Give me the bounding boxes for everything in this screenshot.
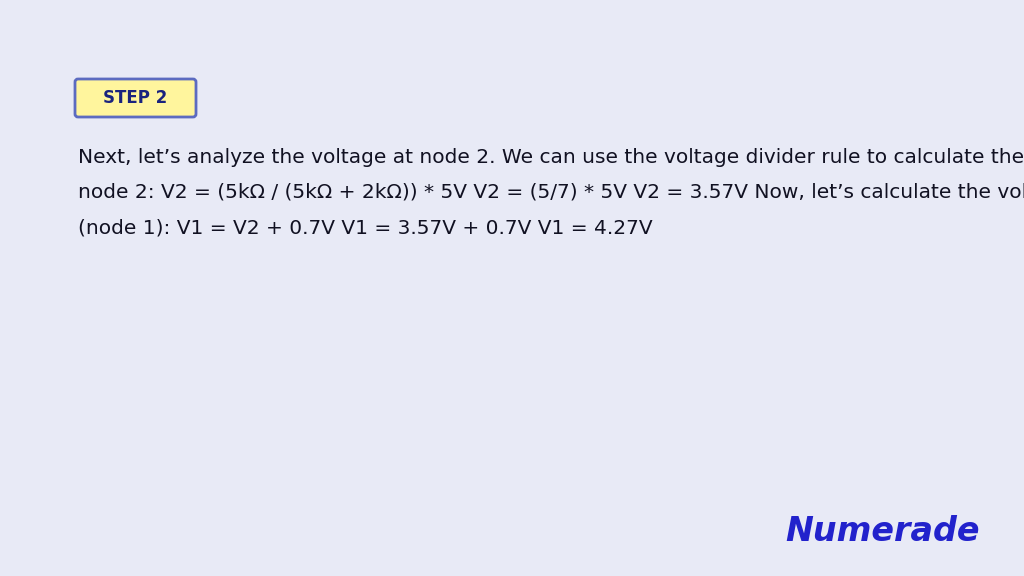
Text: Numerade: Numerade <box>785 515 980 548</box>
FancyBboxPatch shape <box>75 79 196 117</box>
Text: STEP 2: STEP 2 <box>103 89 168 107</box>
Text: (node 1): V1 = V2 + 0.7V V1 = 3.57V + 0.7V V1 = 4.27V: (node 1): V1 = V2 + 0.7V V1 = 3.57V + 0.… <box>78 218 652 237</box>
Text: Next, let’s analyze the voltage at node 2. We can use the voltage divider rule t: Next, let’s analyze the voltage at node … <box>78 148 1024 167</box>
Text: node 2: V2 = (5kΩ / (5kΩ + 2kΩ)) * 5V V2 = (5/7) * 5V V2 = 3.57V Now, let’s calc: node 2: V2 = (5kΩ / (5kΩ + 2kΩ)) * 5V V2… <box>78 183 1024 202</box>
